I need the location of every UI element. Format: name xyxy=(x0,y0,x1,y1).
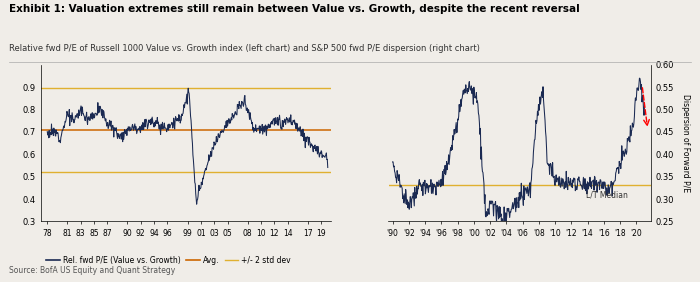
Text: L/T Median: L/T Median xyxy=(586,191,628,200)
Legend: Rel. fwd P/E (Value vs. Growth), Avg., +/- 2 std dev: Rel. fwd P/E (Value vs. Growth), Avg., +… xyxy=(43,252,294,268)
Y-axis label: Dispersion of Forward P/E: Dispersion of Forward P/E xyxy=(681,94,690,192)
Text: Exhibit 1: Valuation extremes still remain between Value vs. Growth, despite the: Exhibit 1: Valuation extremes still rema… xyxy=(9,4,580,14)
Text: Source: BofA US Equity and Quant Strategy: Source: BofA US Equity and Quant Strateg… xyxy=(9,266,175,275)
Text: Relative fwd P/E of Russell 1000 Value vs. Growth index (left chart) and S&P 500: Relative fwd P/E of Russell 1000 Value v… xyxy=(9,44,480,53)
